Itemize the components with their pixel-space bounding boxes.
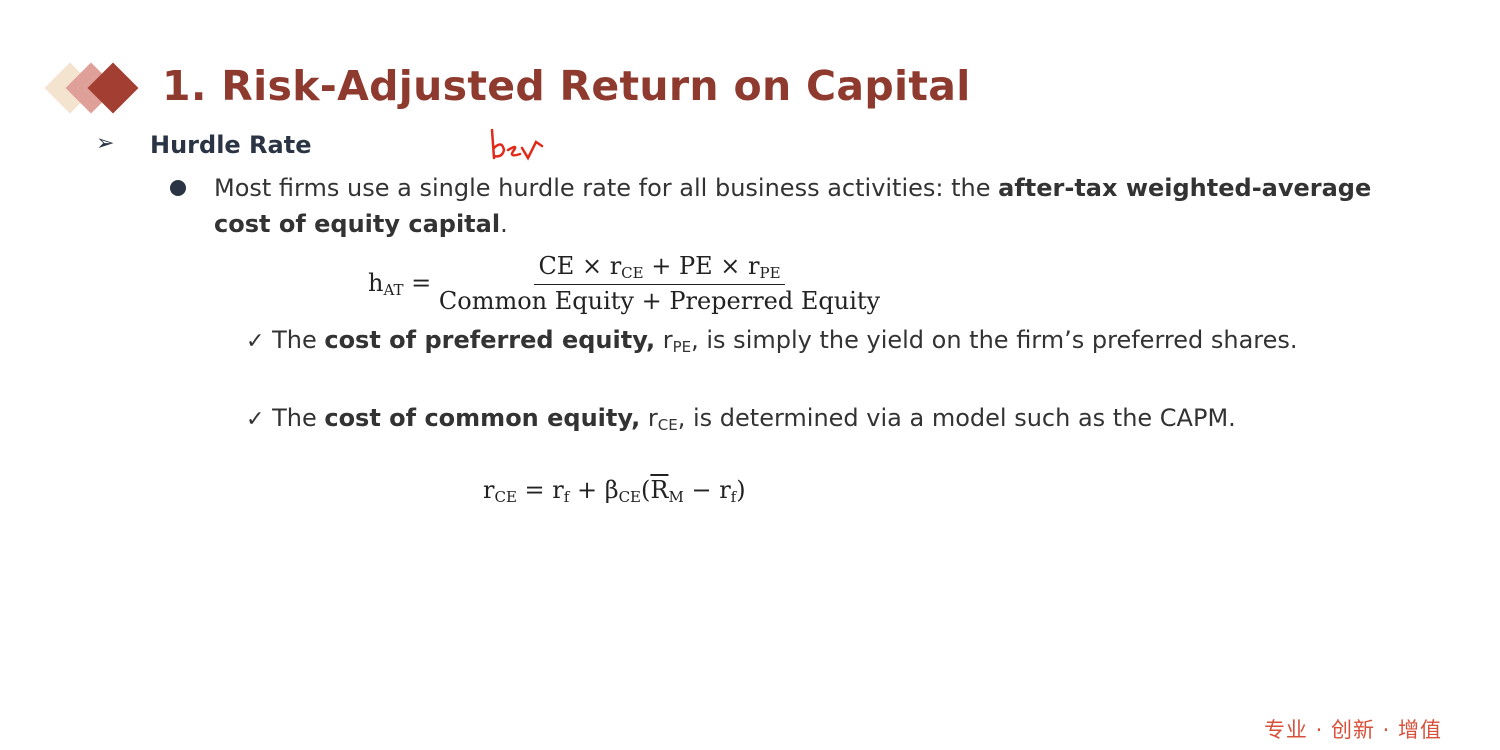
capm-formula: rCE = rf + βCE(RM − rf)	[483, 476, 746, 506]
arrow-bullet-icon: ➢	[96, 131, 115, 156]
slide-title: 1. Risk-Adjusted Return on Capital	[162, 62, 971, 110]
handwritten-annotation	[490, 128, 544, 161]
section-heading: Hurdle Rate	[150, 131, 312, 159]
footer-slogan: 专业 · 创新 · 增值	[1263, 718, 1442, 742]
formula-fraction: CE × rCE + PE × rPE Common Equity + Prep…	[439, 252, 880, 315]
formula-denominator: Common Equity + Preperred Equity	[438, 287, 881, 315]
bullet-dot-icon	[170, 180, 186, 196]
check-item: ✓ The cost of preferred equity, rPE, is …	[246, 326, 1298, 356]
bullet-text-plain: Most firms use a single hurdle rate for …	[214, 174, 999, 202]
check-icon: ✓	[246, 329, 265, 354]
bullet-text: Most firms use a single hurdle rate for …	[214, 170, 1374, 242]
formula-numerator: CE × rCE + PE × rPE	[534, 252, 785, 285]
bullet-text-bold: after-tax weighted-average cost of equit…	[214, 174, 1372, 238]
check-icon: ✓	[246, 407, 265, 432]
bullet-text-end: .	[500, 210, 508, 238]
check-item: ✓ The cost of common equity, rCE, is det…	[246, 404, 1236, 434]
hurdle-rate-formula: hAT = CE × rCE + PE × rPE Common Equity …	[368, 252, 881, 315]
